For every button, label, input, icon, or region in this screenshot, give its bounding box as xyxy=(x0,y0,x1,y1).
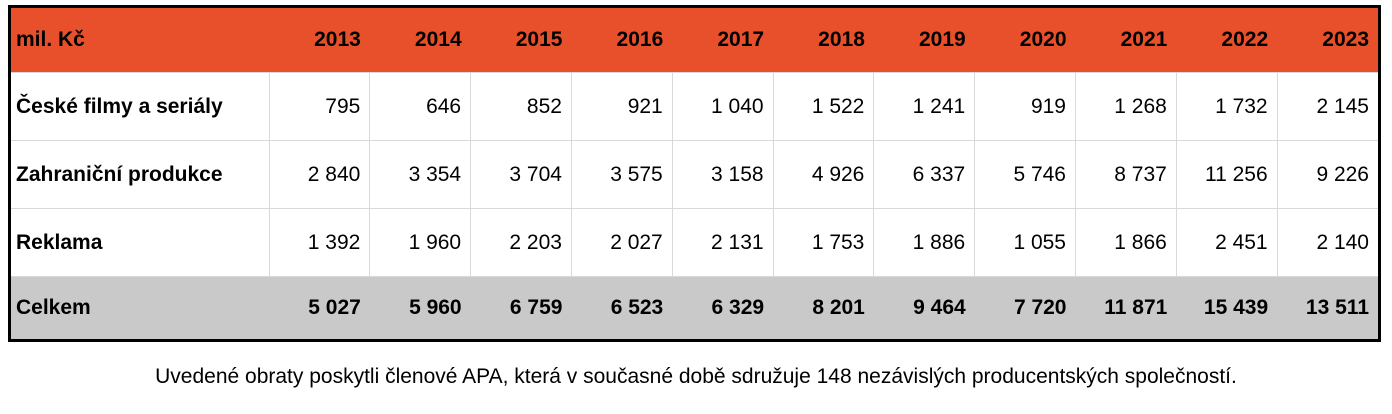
table-header: mil. Kč 2013 2014 2015 2016 2017 2018 2019 2020 2… xyxy=(11,8,1378,73)
value-cell: 1 866 xyxy=(1075,208,1177,277)
value-cell: 1 960 xyxy=(369,208,472,277)
value-cell: 4 926 xyxy=(772,140,875,209)
value-cell: 13 511 xyxy=(1277,276,1378,339)
unit-label-cell: mil. Kč xyxy=(11,8,269,73)
table-body: České filmy a seriály 795 646 852 921 1 040 1 … xyxy=(11,72,1378,339)
value-cell: 2 203 xyxy=(470,208,572,277)
year-header-cell: 2013 xyxy=(269,8,370,73)
value-cell: 3 354 xyxy=(369,140,472,209)
year-header-cell: 2022 xyxy=(1176,8,1278,73)
year-header-cell: 2019 xyxy=(873,8,975,73)
value-cell: 919 xyxy=(974,72,1076,141)
row-label-cell: Celkem xyxy=(11,276,269,339)
value-cell: 795 xyxy=(268,72,371,141)
value-cell: 6 337 xyxy=(873,140,976,209)
row-label-cell: Reklama xyxy=(11,208,270,277)
row-label-cell: Zahraniční produkce xyxy=(11,140,270,209)
value-cell: 15 439 xyxy=(1176,276,1278,339)
year-header-cell: 2014 xyxy=(369,8,471,73)
year-header-cell: 2023 xyxy=(1277,8,1378,73)
value-cell: 921 xyxy=(570,72,673,141)
year-header-cell: 2021 xyxy=(1075,8,1177,73)
value-cell: 8 737 xyxy=(1075,140,1177,209)
value-cell: 1 268 xyxy=(1075,72,1177,141)
year-header-cell: 2020 xyxy=(974,8,1076,73)
table-row: Zahraniční produkce 2 840 3 354 3 704 3 575 3… xyxy=(11,140,1378,209)
total-row: Celkem 5 027 5 960 6 759 6 523 6 329 8 201 9 46… xyxy=(11,276,1378,339)
footnote: Uvedené obraty poskytli členové APA, kte… xyxy=(155,365,1237,388)
header-row: mil. Kč 2013 2014 2015 2016 2017 2018 2019 2020 2… xyxy=(11,8,1378,73)
value-cell: 5 960 xyxy=(369,276,471,339)
value-cell: 11 871 xyxy=(1075,276,1177,339)
value-cell: 1 753 xyxy=(772,208,875,277)
value-cell: 3 704 xyxy=(470,140,572,209)
value-cell: 2 451 xyxy=(1175,208,1278,277)
value-cell: 5 027 xyxy=(269,276,370,339)
value-cell: 2 131 xyxy=(671,208,774,277)
value-cell: 6 329 xyxy=(672,276,774,339)
value-cell: 6 523 xyxy=(571,276,673,339)
value-cell: 1 886 xyxy=(873,208,976,277)
value-cell: 3 158 xyxy=(671,140,774,209)
value-cell: 2 145 xyxy=(1276,72,1378,141)
value-cell: 1 392 xyxy=(268,208,371,277)
value-cell: 1 732 xyxy=(1175,72,1278,141)
value-cell: 2 840 xyxy=(268,140,371,209)
value-cell: 9 226 xyxy=(1276,140,1378,209)
value-cell: 7 720 xyxy=(974,276,1076,339)
value-cell: 5 746 xyxy=(974,140,1076,209)
value-cell: 1 522 xyxy=(772,72,875,141)
value-cell: 3 575 xyxy=(570,140,673,209)
row-label-cell: České filmy a seriály xyxy=(11,72,270,141)
value-cell: 1 040 xyxy=(671,72,774,141)
value-cell: 2 027 xyxy=(570,208,673,277)
value-cell: 11 256 xyxy=(1175,140,1278,209)
revenue-table: mil. Kč 2013 2014 2015 2016 2017 2018 2019 2020 2… xyxy=(11,8,1378,339)
table-row: Reklama 1 392 1 960 2 203 2 027 2 131 1 753 1 8… xyxy=(11,208,1378,277)
value-cell: 1 241 xyxy=(873,72,976,141)
value-cell: 852 xyxy=(470,72,572,141)
table-frame: mil. Kč 2013 2014 2015 2016 2017 2018 2019 2020 2… xyxy=(8,5,1381,342)
value-cell: 9 464 xyxy=(873,276,975,339)
value-cell: 6 759 xyxy=(470,276,572,339)
value-cell: 646 xyxy=(369,72,472,141)
year-header-cell: 2016 xyxy=(571,8,673,73)
year-header-cell: 2015 xyxy=(470,8,572,73)
table-row: České filmy a seriály 795 646 852 921 1 040 1 … xyxy=(11,72,1378,141)
value-cell: 2 140 xyxy=(1276,208,1378,277)
year-header-cell: 2017 xyxy=(672,8,774,73)
year-header-cell: 2018 xyxy=(773,8,874,73)
value-cell: 8 201 xyxy=(773,276,874,339)
value-cell: 1 055 xyxy=(974,208,1076,277)
